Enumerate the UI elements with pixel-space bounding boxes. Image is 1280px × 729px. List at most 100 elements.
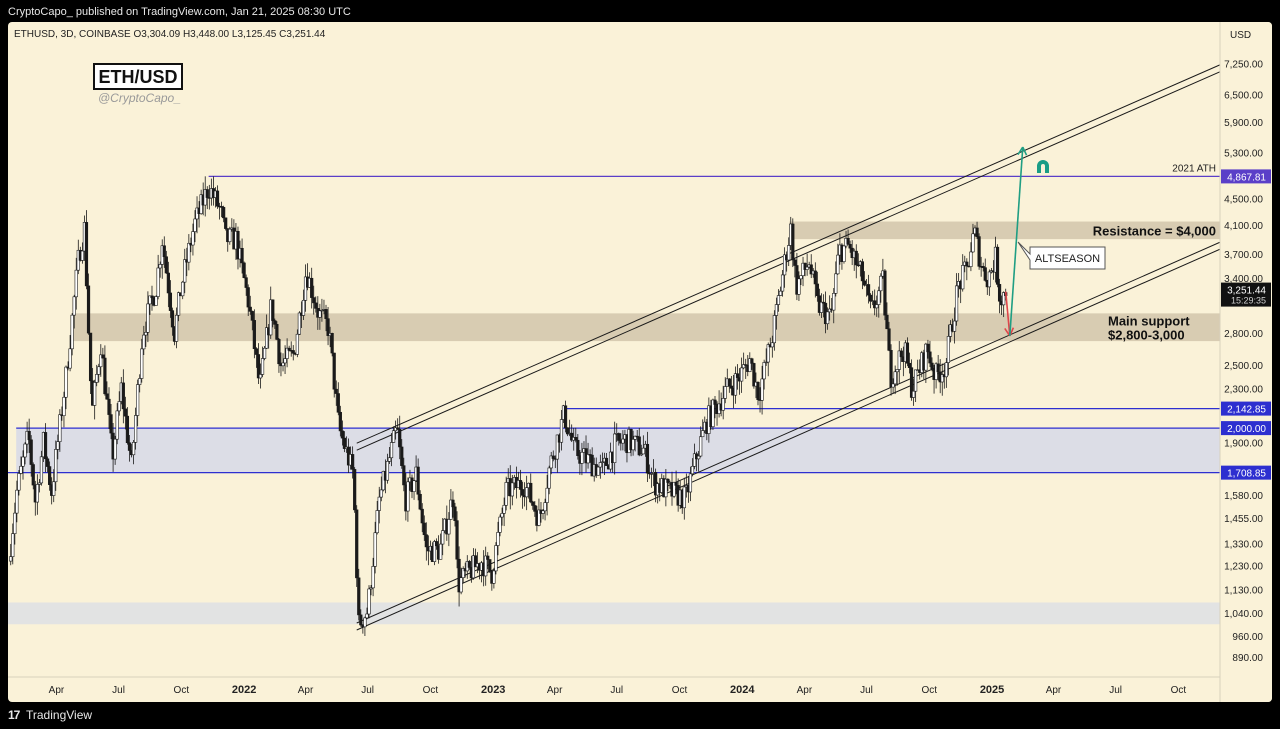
candle — [301, 289, 306, 320]
zone-0 — [789, 221, 1220, 240]
candle — [95, 364, 99, 387]
price-axis-ticks[interactable]: 7,250.00 6,500.00 5,900.00 5,300.00 4,500.00… — [1224, 60, 1263, 665]
price-tick-12: 1,580.00 — [1224, 491, 1263, 502]
candle — [11, 523, 15, 565]
level-price-tag-2: 2,000.00 — [1221, 421, 1271, 436]
candle — [342, 431, 347, 453]
currency-label[interactable]: USD — [1230, 30, 1251, 41]
candle — [846, 229, 850, 245]
candle — [580, 442, 584, 476]
symbol-legend[interactable]: ETHUSD, 3D, COINBASE O3,304.09 H3,448.00… — [14, 29, 326, 40]
candle — [365, 607, 369, 620]
candle — [281, 353, 285, 372]
candle — [793, 258, 797, 278]
candle — [160, 239, 164, 279]
candle — [74, 257, 78, 310]
tradingview-logo-icon: 17 — [8, 708, 20, 722]
candle — [205, 186, 209, 210]
candle — [291, 345, 295, 361]
candle — [385, 453, 390, 484]
candle — [832, 288, 836, 324]
candle — [158, 261, 162, 278]
candle — [138, 374, 142, 393]
candle — [889, 344, 893, 396]
candle — [944, 358, 948, 388]
candle — [56, 434, 60, 460]
candle — [154, 295, 158, 306]
candle — [97, 363, 101, 383]
candle — [166, 261, 170, 308]
candle — [338, 405, 342, 437]
candle — [398, 415, 402, 460]
candle — [246, 284, 250, 317]
candle — [283, 345, 287, 375]
time-tick-8: Apr — [547, 685, 563, 696]
candle — [633, 435, 637, 452]
candle — [336, 382, 340, 416]
candle — [271, 299, 275, 328]
candle — [674, 470, 678, 495]
candle — [525, 475, 529, 511]
candle — [909, 359, 914, 401]
candle — [123, 396, 127, 430]
candle — [455, 511, 459, 569]
price-chart[interactable]: Resistance = $4,000 Main support $2,800-3,… — [8, 22, 1272, 702]
candle — [187, 234, 191, 271]
candle — [756, 381, 760, 406]
candle — [928, 340, 932, 367]
candle — [541, 509, 545, 520]
candle — [447, 512, 451, 547]
channel-layer — [356, 60, 1230, 631]
candle — [461, 566, 465, 583]
candle — [215, 185, 220, 209]
candle — [310, 267, 314, 309]
candle — [801, 256, 805, 287]
candle — [144, 321, 148, 347]
candle — [389, 432, 394, 467]
candle — [424, 522, 428, 561]
candle — [473, 548, 478, 568]
candle — [848, 240, 852, 253]
candle — [545, 474, 549, 516]
candle — [936, 354, 940, 381]
candle — [537, 498, 541, 527]
candle — [140, 338, 144, 383]
candle — [799, 275, 803, 286]
candle — [324, 304, 328, 332]
candle — [379, 476, 383, 502]
candle — [868, 293, 873, 309]
candle — [711, 398, 715, 431]
candle — [854, 244, 858, 279]
candle — [549, 451, 553, 475]
candle — [150, 285, 154, 311]
candle — [727, 378, 731, 393]
candle — [987, 269, 991, 296]
candle — [295, 329, 299, 358]
price-tick-3: 5,300.00 — [1224, 148, 1263, 159]
candle — [297, 311, 301, 335]
candle — [240, 238, 244, 274]
price-tick-15: 1,230.00 — [1224, 562, 1263, 573]
candle — [543, 498, 547, 521]
level-price-tag-0: 4,867.81 — [1221, 169, 1271, 184]
time-tick-0: Apr — [49, 685, 65, 696]
candle — [821, 294, 826, 318]
candle — [265, 314, 269, 350]
time-axis-ticks[interactable]: Apr Jul Oct 2022 Apr Jul Oct 2023 Apr Jul Oct 2024 A… — [49, 684, 1187, 696]
altseason-callout[interactable]: ALTSEASON — [1017, 241, 1106, 270]
chart-panel[interactable]: Resistance = $4,000 Main support $2,800-3,… — [8, 22, 1272, 702]
candle — [604, 452, 609, 467]
candle — [551, 450, 555, 462]
price-tick-2: 5,900.00 — [1224, 118, 1263, 129]
candle — [62, 391, 66, 428]
candle — [764, 348, 768, 366]
price-tags: 4,867.81 2,142.85 2,000.00 1,708.85 3,251.44… — [1221, 169, 1271, 480]
candle — [340, 420, 344, 446]
candle — [723, 377, 727, 404]
candle — [17, 470, 21, 496]
candle — [834, 261, 838, 297]
candle — [107, 387, 111, 429]
candle — [453, 502, 457, 527]
time-tick-6: Oct — [423, 685, 439, 696]
time-tick-18: Oct — [1171, 685, 1187, 696]
